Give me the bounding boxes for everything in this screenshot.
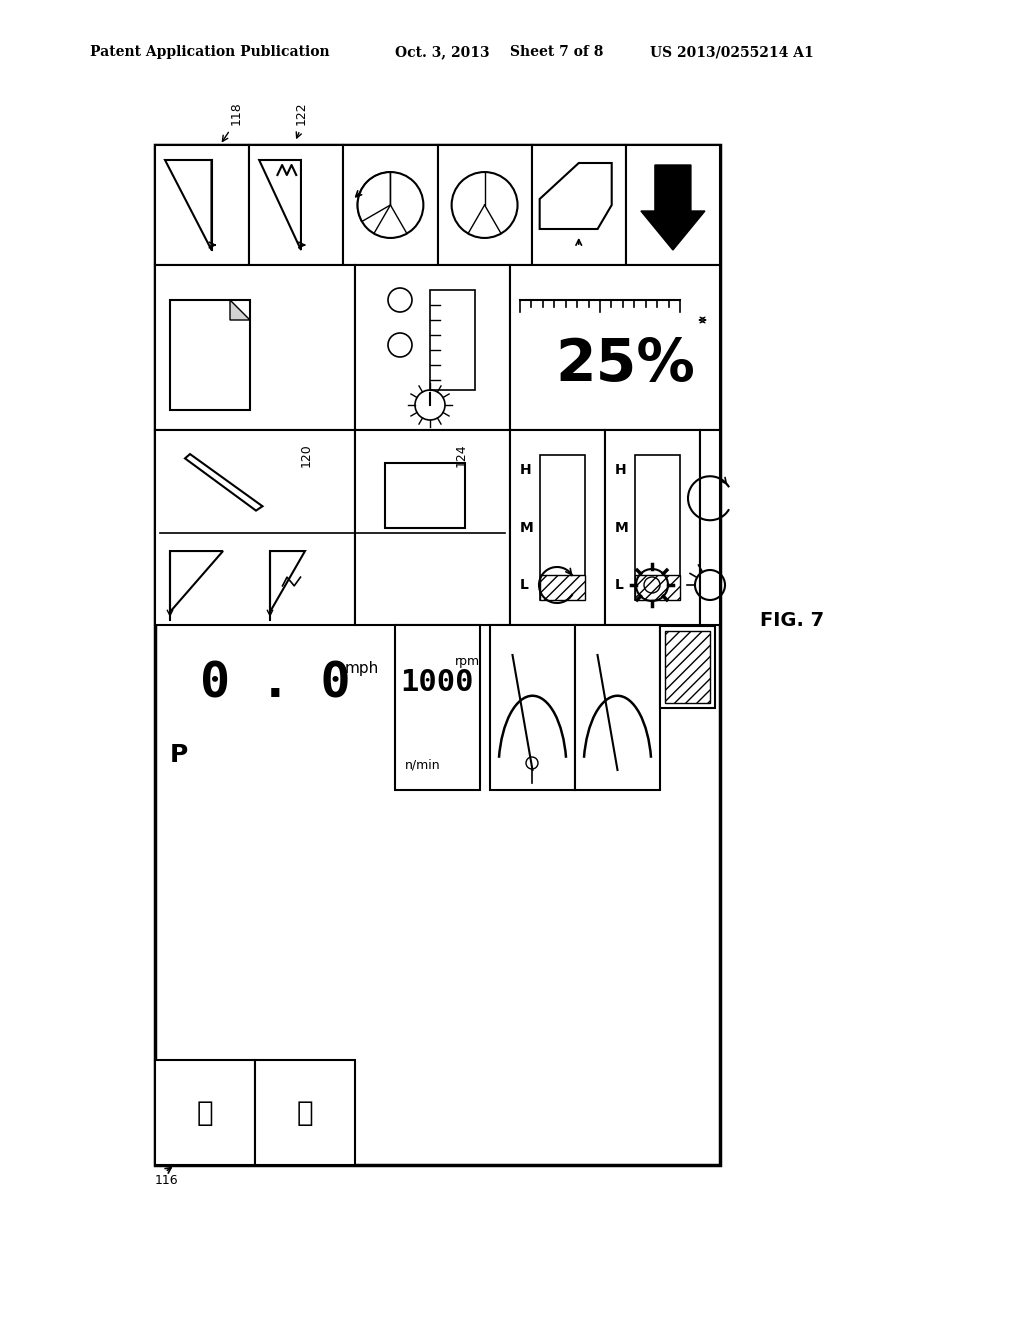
Bar [540,576,585,601]
Bar [255,1060,355,1166]
Text: mph: mph [345,660,379,676]
Text: M: M [520,521,534,535]
Bar [665,631,710,704]
Bar [540,455,585,601]
Bar [510,430,605,624]
Text: L: L [615,578,624,591]
Bar [660,626,715,708]
Text: Sheet 7 of 8: Sheet 7 of 8 [510,45,603,59]
Bar [700,430,720,624]
Text: M: M [615,521,629,535]
Text: 25%: 25% [556,335,695,392]
Bar [155,430,355,624]
Bar [395,624,480,789]
Bar [355,265,510,430]
Bar [626,145,720,265]
Text: 120: 120 [300,444,313,467]
Text: P: P [170,743,188,767]
Bar [249,145,343,265]
Bar [385,463,465,528]
Polygon shape [641,165,705,249]
Bar [635,576,680,601]
Polygon shape [230,300,250,319]
Bar [343,145,437,265]
Text: rpm: rpm [455,655,480,668]
Text: H: H [520,463,531,477]
Bar [155,145,249,265]
Text: 118: 118 [230,102,243,125]
Text: 124: 124 [455,444,468,467]
Bar [155,1060,255,1166]
Bar [605,430,700,624]
Text: H: H [615,463,627,477]
Bar [490,624,575,789]
Text: Oct. 3, 2013: Oct. 3, 2013 [395,45,489,59]
Text: FIG. 7: FIG. 7 [760,610,824,630]
Text: Patent Application Publication: Patent Application Publication [90,45,330,59]
Text: 🚜: 🚜 [197,1100,213,1127]
Text: n/min: n/min [406,759,440,771]
Text: US 2013/0255214 A1: US 2013/0255214 A1 [650,45,814,59]
Text: L: L [520,578,528,591]
Bar [155,145,720,1166]
Text: 0 . 0: 0 . 0 [200,659,350,708]
Text: 116: 116 [155,1173,178,1187]
Bar [531,145,626,265]
Bar [155,265,355,430]
Bar [355,430,510,624]
Bar [510,265,720,430]
Bar [575,624,660,789]
Text: 🔧: 🔧 [297,1100,313,1127]
Text: 1000: 1000 [400,668,473,697]
Bar [430,290,475,389]
Bar [437,145,531,265]
Text: 122: 122 [295,102,308,125]
Bar [170,300,250,411]
Bar [635,455,680,601]
